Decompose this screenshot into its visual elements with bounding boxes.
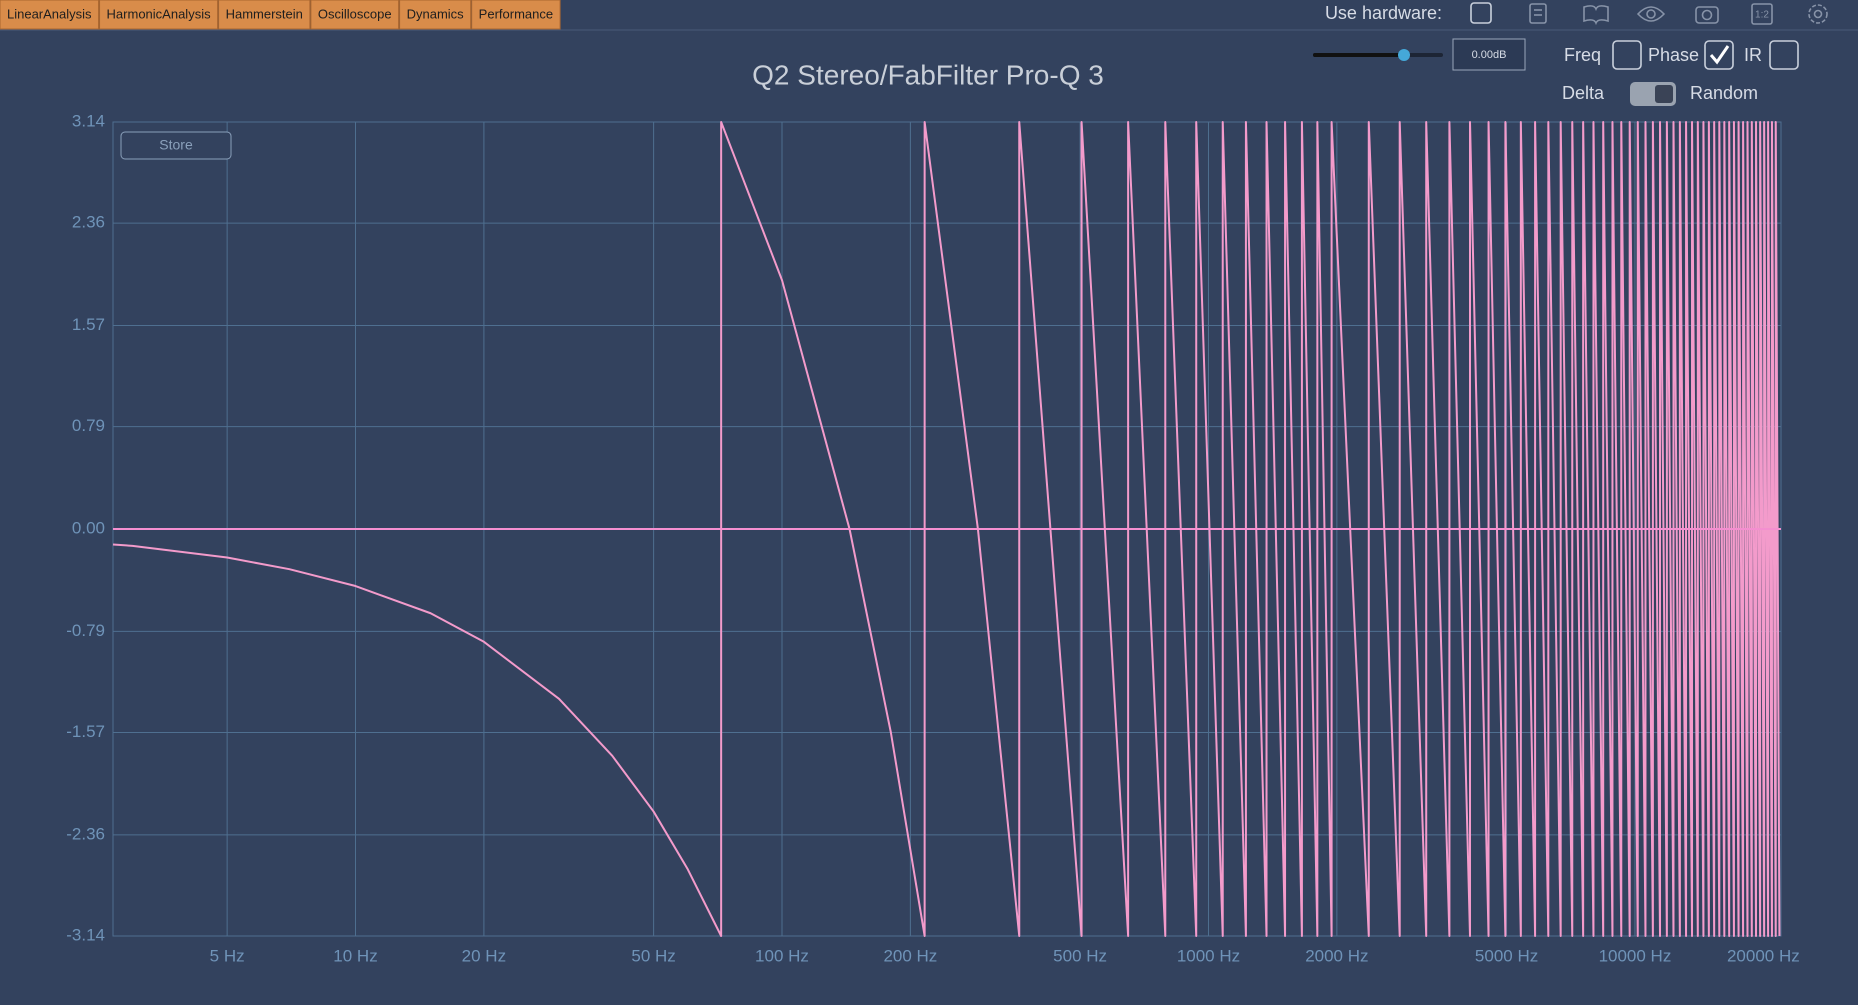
- settings-icon[interactable]: [1808, 4, 1828, 24]
- tab-label: Oscilloscope: [318, 6, 392, 21]
- y-tick-label: 1.57: [72, 315, 105, 334]
- store-label: Store: [159, 137, 193, 153]
- tab-background: [310, 0, 400, 30]
- y-tick-label: -1.57: [66, 722, 105, 741]
- camera-icon[interactable]: [1695, 6, 1719, 24]
- x-tick-label: 100 Hz: [755, 946, 809, 965]
- option-checkbox[interactable]: [1612, 40, 1642, 70]
- svg-text:1:2: 1:2: [1755, 10, 1769, 21]
- tab-label: Hammerstein: [226, 6, 303, 21]
- y-tick-label: -2.36: [66, 824, 105, 843]
- option-label: Phase: [1648, 45, 1699, 65]
- y-tick-label: -0.79: [66, 621, 105, 640]
- store-button[interactable]: [120, 131, 232, 160]
- eye-icon[interactable]: [1636, 6, 1666, 22]
- x-tick-label: 500 Hz: [1053, 946, 1107, 965]
- hardware-checkbox[interactable]: [1470, 2, 1492, 24]
- ratio-icon[interactable]: 1:2: [1751, 3, 1773, 25]
- x-tick-label: 2000 Hz: [1305, 946, 1368, 965]
- gain-slider[interactable]: [1313, 49, 1443, 61]
- tab[interactable]: HarmonicAnalysis: [99, 0, 219, 30]
- book-icon[interactable]: [1583, 5, 1609, 26]
- tab-label: Dynamics: [407, 6, 465, 21]
- tab-label: LinearAnalysis: [7, 6, 92, 21]
- tab-label: Performance: [479, 6, 553, 21]
- option-checkbox[interactable]: [1704, 40, 1734, 70]
- tab[interactable]: Performance: [471, 0, 561, 30]
- y-tick-label: -3.14: [66, 925, 105, 944]
- tab[interactable]: Oscilloscope: [310, 0, 400, 30]
- tab[interactable]: Dynamics: [399, 0, 472, 30]
- delta-toggle[interactable]: [1630, 82, 1676, 106]
- x-tick-label: 20 Hz: [462, 946, 506, 965]
- hardware-label: Use hardware:: [1325, 3, 1442, 23]
- y-tick-label: 2.36: [72, 213, 105, 232]
- y-tick-label: 0.79: [72, 416, 105, 435]
- tab-background: [0, 0, 100, 30]
- x-tick-label: 1000 Hz: [1177, 946, 1240, 965]
- checkmark: [1709, 45, 1730, 65]
- plot-area: 3.14 2.36 1.57 0.79 0.00 -0.79 -1.57 -2.36 -3.14…: [66, 111, 1799, 965]
- x-tick-label: 20000 Hz: [1727, 946, 1800, 965]
- chart-title: Q2 Stereo/FabFilter Pro-Q 3: [752, 59, 1104, 90]
- x-tick-label: 10000 Hz: [1599, 946, 1672, 965]
- notes-icon[interactable]: [1529, 3, 1547, 24]
- delta-label: Delta: [1562, 83, 1605, 103]
- tab-background: [218, 0, 311, 30]
- x-tick-label: 5 Hz: [210, 946, 245, 965]
- tab[interactable]: LinearAnalysis: [0, 0, 100, 30]
- tab[interactable]: Hammerstein: [218, 0, 311, 30]
- x-tick-label: 10 Hz: [333, 946, 377, 965]
- tab-background: [399, 0, 472, 30]
- gain-value: 0.00dB: [1472, 49, 1507, 61]
- random-label: Random: [1690, 83, 1758, 103]
- tab-label: HarmonicAnalysis: [107, 6, 212, 21]
- y-tick-label: 0.00: [72, 518, 105, 537]
- gain-box[interactable]: [1452, 38, 1526, 71]
- tab-background: [471, 0, 561, 30]
- x-tick-label: 200 Hz: [883, 946, 937, 965]
- tab-background: [99, 0, 219, 30]
- x-tick-label: 5000 Hz: [1475, 946, 1538, 965]
- option-label: Freq: [1564, 45, 1601, 65]
- x-tick-label: 50 Hz: [631, 946, 675, 965]
- y-tick-label: 3.14: [72, 111, 105, 130]
- option-label: IR: [1744, 45, 1762, 65]
- option-checkbox[interactable]: [1769, 40, 1799, 70]
